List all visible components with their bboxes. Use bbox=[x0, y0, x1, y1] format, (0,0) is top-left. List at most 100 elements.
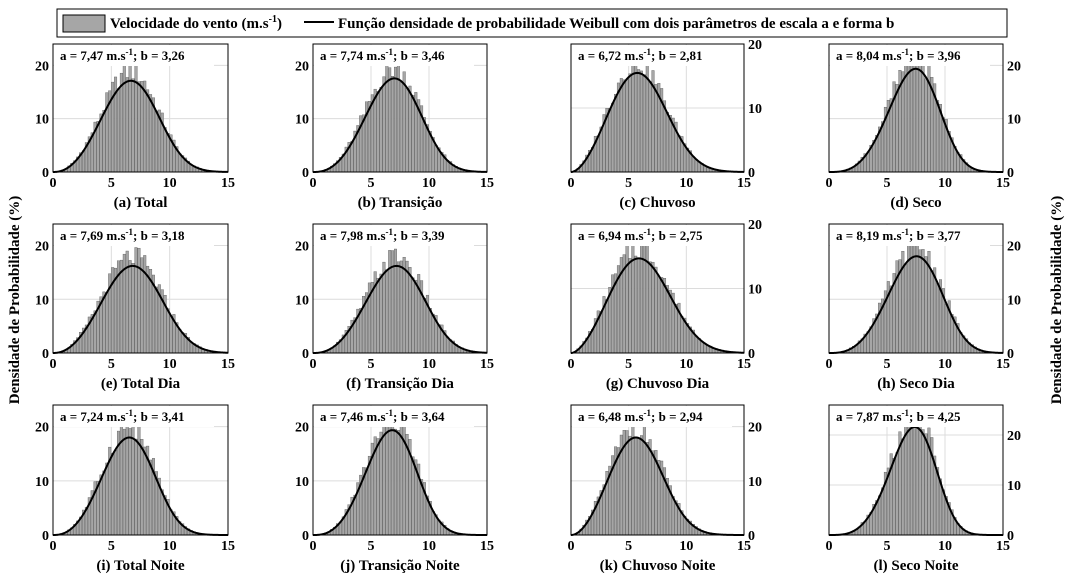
histogram-bar bbox=[154, 110, 158, 173]
y-tick-label: 0 bbox=[1007, 347, 1014, 362]
annotation-sup: -1 bbox=[386, 47, 394, 57]
histogram-bar bbox=[889, 285, 893, 354]
parameter-annotation: a = 8,04 m.s-1; b = 3,96 bbox=[836, 47, 961, 63]
x-tick-label: 5 bbox=[108, 176, 115, 191]
x-tick-label: 0 bbox=[826, 539, 833, 554]
histogram-bar bbox=[99, 474, 103, 536]
annotation-b: ; b = 2,75 bbox=[651, 228, 703, 243]
y-tick-label: 0 bbox=[42, 529, 49, 544]
histogram-bar bbox=[382, 76, 386, 173]
y-axis-label-right: Densidade de Probabilidade (%) bbox=[1049, 196, 1065, 405]
histogram-bar bbox=[904, 264, 908, 354]
histogram-bar bbox=[648, 261, 652, 354]
y-tick-label: 10 bbox=[748, 102, 762, 117]
y-tick-label: 10 bbox=[1007, 479, 1021, 494]
histogram-bar bbox=[616, 447, 620, 536]
histogram-bar bbox=[878, 495, 882, 536]
annotation-box bbox=[54, 406, 214, 427]
histogram-bar bbox=[131, 78, 135, 173]
x-tick-label: 15 bbox=[221, 176, 235, 191]
histogram-bar bbox=[388, 67, 392, 173]
legend: Velocidade do vento (m.s-1) Função densi… bbox=[56, 8, 1008, 38]
plot-border bbox=[52, 223, 229, 354]
plot-border bbox=[828, 223, 1004, 354]
histogram-bar bbox=[396, 430, 400, 536]
y-tick-label: 20 bbox=[748, 421, 762, 436]
y-tick-label: 0 bbox=[1007, 166, 1014, 181]
histogram-bar bbox=[657, 276, 661, 354]
x-tick-label: 10 bbox=[938, 539, 952, 554]
weibull-curve bbox=[829, 255, 1003, 354]
histogram-bar bbox=[137, 247, 141, 354]
plot-border bbox=[828, 43, 1004, 173]
y-tick-label: 20 bbox=[1007, 59, 1021, 74]
annotation-b: ; b = 4,25 bbox=[909, 409, 961, 424]
histogram-bar bbox=[128, 260, 132, 354]
histogram-bar bbox=[146, 89, 150, 173]
histogram-bar bbox=[660, 277, 664, 354]
histogram-bar bbox=[665, 111, 669, 173]
histogram-bar bbox=[376, 91, 380, 173]
chart-panel-j: 0 5 10 15 0 10 20 a = 7,46 m.s-1; b = 3,64 (j) T… bbox=[295, 404, 494, 574]
x-tick-label: 15 bbox=[737, 539, 751, 554]
plot-border bbox=[828, 404, 1004, 536]
plot-border bbox=[52, 43, 229, 173]
histogram-bar bbox=[881, 487, 884, 536]
histogram-bar bbox=[140, 81, 144, 173]
x-tick-label: 5 bbox=[884, 539, 891, 554]
histogram-bar bbox=[924, 256, 928, 354]
annotation-a: a = 7,69 m.s bbox=[60, 228, 126, 243]
histogram-bar bbox=[671, 496, 675, 536]
weibull-curve bbox=[570, 71, 744, 173]
histogram-bar bbox=[619, 78, 623, 173]
histogram-bar bbox=[921, 249, 925, 354]
x-tick-label: 15 bbox=[737, 357, 751, 372]
histogram-bar bbox=[134, 438, 138, 536]
annotation-a: a = 7,24 m.s bbox=[60, 409, 126, 424]
histogram-bar bbox=[405, 260, 409, 354]
histogram-bar bbox=[376, 277, 380, 354]
histogram-bar bbox=[924, 433, 928, 536]
parameter-annotation: a = 6,72 m.s-1; b = 2,81 bbox=[578, 47, 703, 63]
histogram-bar bbox=[382, 421, 386, 536]
histogram-bar bbox=[385, 269, 389, 354]
histogram-bar bbox=[394, 66, 397, 173]
panel-caption: (a) Total bbox=[114, 195, 168, 211]
parameter-annotation: a = 7,46 m.s-1; b = 3,64 bbox=[320, 408, 445, 424]
annotation-sup: -1 bbox=[902, 47, 910, 57]
annotation-box bbox=[572, 406, 732, 427]
panel-caption: (i) Total Noite bbox=[96, 558, 185, 574]
plot-border bbox=[312, 223, 488, 354]
histogram-bar bbox=[391, 76, 395, 173]
annotation-box bbox=[830, 225, 990, 246]
y-tick-label: 10 bbox=[35, 113, 49, 128]
histogram-bar bbox=[102, 470, 106, 536]
annotation-sup: -1 bbox=[386, 227, 394, 237]
histogram-bar bbox=[657, 460, 661, 536]
histogram-bar bbox=[125, 424, 129, 536]
histogram-bar bbox=[915, 241, 919, 354]
histogram-bar bbox=[663, 278, 667, 354]
parameter-annotation: a = 7,69 m.s-1; b = 3,18 bbox=[60, 227, 185, 243]
histogram-bar bbox=[396, 261, 400, 354]
histogram-bar bbox=[634, 438, 638, 536]
plot-border bbox=[312, 43, 488, 173]
weibull-curve bbox=[570, 436, 744, 536]
panel-caption: (f) Transição Dia bbox=[346, 376, 454, 392]
histogram-bar bbox=[411, 456, 415, 536]
histogram-bar bbox=[402, 256, 406, 354]
histogram-bar bbox=[105, 462, 109, 536]
plot-border bbox=[570, 404, 745, 536]
x-tick-label: 10 bbox=[163, 357, 177, 372]
histogram-bar bbox=[379, 431, 383, 536]
histogram-bar bbox=[611, 102, 615, 173]
histogram-bar bbox=[637, 69, 641, 173]
annotation-sup: -1 bbox=[126, 47, 134, 57]
histogram-bar bbox=[904, 54, 908, 173]
histogram-bar bbox=[892, 458, 896, 536]
y-tick-label: 20 bbox=[35, 421, 49, 436]
histogram-bar bbox=[154, 286, 158, 354]
